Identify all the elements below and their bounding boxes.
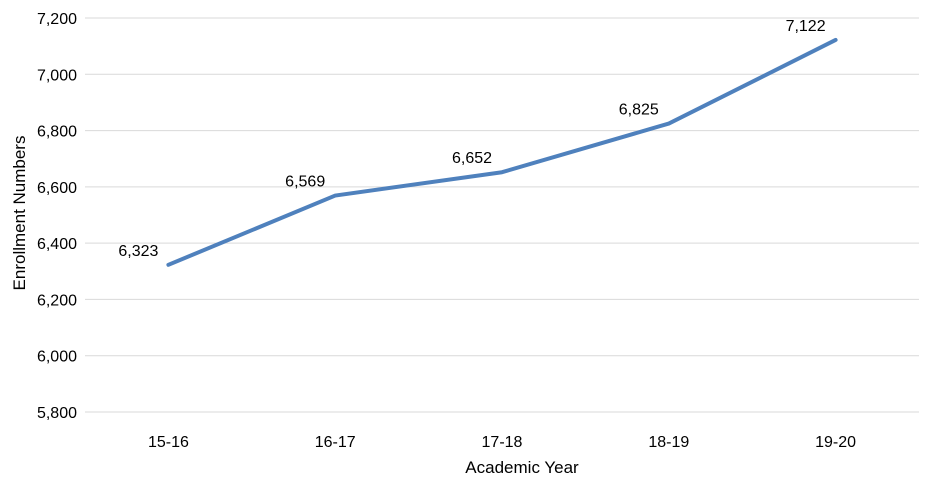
y-axis-ticks: 5,800 6,000 6,200 6,400 6,600 6,800 7,000 7,200	[37, 11, 77, 422]
gridlines	[85, 17, 919, 413]
x-tick-label: 18-19	[648, 434, 689, 451]
y-tick-label: 7,000	[37, 67, 77, 84]
y-tick-label: 6,600	[37, 180, 77, 197]
data-label: 6,652	[452, 150, 492, 167]
y-tick-label: 5,800	[37, 405, 77, 422]
y-tick-label: 7,200	[37, 11, 77, 28]
series-lines	[166, 37, 838, 267]
data-label: 6,825	[619, 102, 659, 119]
y-tick-label: 6,200	[37, 292, 77, 309]
x-axis-ticks: 15-16 16-17 17-18 18-19 19-20	[148, 434, 856, 451]
x-tick-label: 17-18	[482, 434, 523, 451]
y-axis-title: Enrollment Numbers	[10, 136, 29, 291]
y-tick-label: 6,800	[37, 124, 77, 141]
x-tick-label: 16-17	[315, 434, 356, 451]
x-tick-label: 19-20	[815, 434, 856, 451]
data-labels: 6,323 6,569 6,652 6,825 7,122	[118, 18, 825, 260]
data-label: 6,323	[118, 243, 158, 260]
series-line	[166, 37, 838, 267]
data-label: 7,122	[786, 18, 826, 35]
x-axis-title: Academic Year	[465, 458, 579, 477]
y-tick-label: 6,000	[37, 349, 77, 366]
y-tick-label: 6,400	[37, 236, 77, 253]
x-tick-label: 15-16	[148, 434, 189, 451]
data-label: 6,569	[285, 174, 325, 191]
